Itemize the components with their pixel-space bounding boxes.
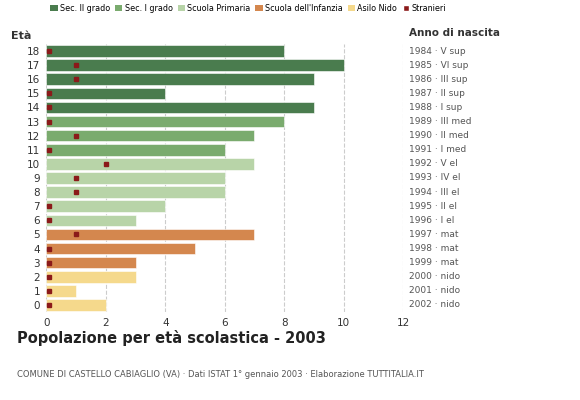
- Text: 2000 · nido: 2000 · nido: [409, 272, 461, 281]
- Text: 2001 · nido: 2001 · nido: [409, 286, 461, 295]
- Bar: [46, 88, 165, 99]
- Text: 1998 · mat: 1998 · mat: [409, 244, 459, 253]
- Bar: [46, 200, 165, 212]
- Bar: [46, 271, 136, 282]
- Bar: [46, 144, 225, 156]
- Text: Anno di nascita: Anno di nascita: [409, 28, 500, 38]
- Bar: [46, 243, 195, 254]
- Bar: [46, 158, 255, 170]
- Bar: [46, 102, 314, 113]
- Bar: [46, 214, 136, 226]
- Text: 1991 · I med: 1991 · I med: [409, 145, 466, 154]
- Text: 1993 · IV el: 1993 · IV el: [409, 174, 461, 182]
- Bar: [46, 229, 255, 240]
- Bar: [46, 285, 76, 297]
- Text: COMUNE DI CASTELLO CABIAGLIO (VA) · Dati ISTAT 1° gennaio 2003 · Elaborazione TU: COMUNE DI CASTELLO CABIAGLIO (VA) · Dati…: [17, 370, 425, 379]
- Text: Popolazione per età scolastica - 2003: Popolazione per età scolastica - 2003: [17, 330, 327, 346]
- Bar: [46, 299, 106, 311]
- Text: 1989 · III med: 1989 · III med: [409, 117, 472, 126]
- Bar: [46, 45, 284, 57]
- Legend: Sec. II grado, Sec. I grado, Scuola Primaria, Scuola dell'Infanzia, Asilo Nido, : Sec. II grado, Sec. I grado, Scuola Prim…: [50, 4, 446, 13]
- Text: 1992 · V el: 1992 · V el: [409, 159, 458, 168]
- Bar: [46, 186, 225, 198]
- Bar: [46, 59, 343, 71]
- Text: 2002 · nido: 2002 · nido: [409, 300, 460, 310]
- Text: 1997 · mat: 1997 · mat: [409, 230, 459, 239]
- Text: 1995 · II el: 1995 · II el: [409, 202, 457, 211]
- Text: 1984 · V sup: 1984 · V sup: [409, 46, 466, 56]
- Bar: [46, 116, 284, 127]
- Text: 1990 · II med: 1990 · II med: [409, 131, 469, 140]
- Text: Età: Età: [10, 31, 31, 41]
- Text: 1988 · I sup: 1988 · I sup: [409, 103, 462, 112]
- Bar: [46, 257, 136, 268]
- Text: 1985 · VI sup: 1985 · VI sup: [409, 61, 469, 70]
- Text: 1999 · mat: 1999 · mat: [409, 258, 459, 267]
- Text: 1994 · III el: 1994 · III el: [409, 188, 459, 197]
- Text: 1987 · II sup: 1987 · II sup: [409, 89, 465, 98]
- Bar: [46, 130, 255, 142]
- Bar: [46, 74, 314, 85]
- Text: 1996 · I el: 1996 · I el: [409, 216, 455, 225]
- Text: 1986 · III sup: 1986 · III sup: [409, 75, 467, 84]
- Bar: [46, 172, 225, 184]
